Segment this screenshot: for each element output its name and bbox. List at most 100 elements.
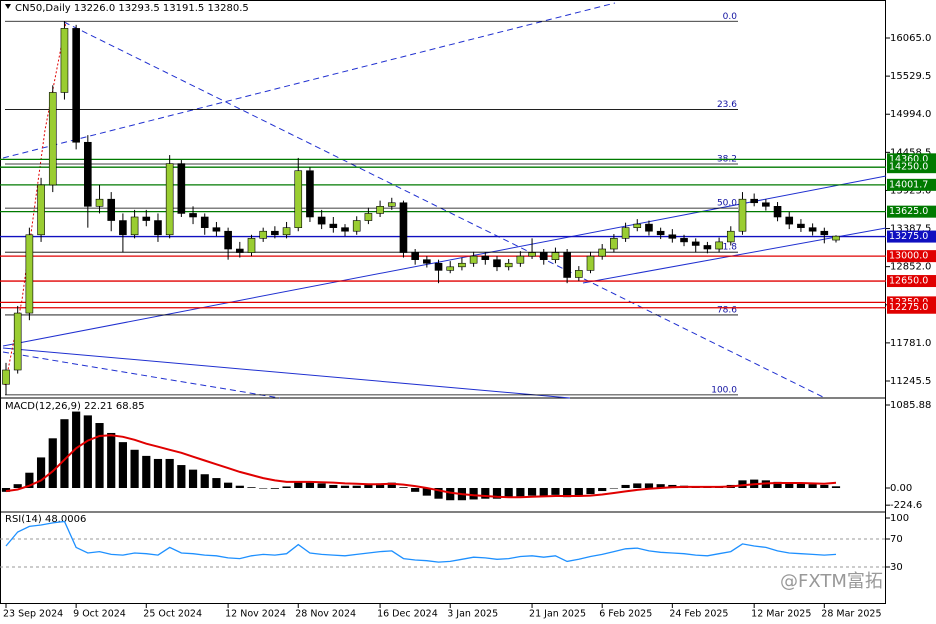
candle-body: [189, 213, 197, 218]
level-label: 14250.0: [889, 162, 928, 173]
macd-bar: [434, 487, 443, 499]
trend-line: [63, 21, 826, 399]
macd-bar: [551, 487, 560, 495]
macd-bar: [516, 487, 525, 497]
candle-body: [773, 206, 782, 218]
macd-bar: [224, 482, 233, 488]
candle-body: [200, 216, 209, 228]
x-tick-label: 21 Jan 2025: [529, 609, 586, 620]
x-tick-label: 3 Jan 2025: [447, 609, 498, 620]
rsi-label: RSI(14) 48.0006: [5, 514, 86, 525]
trend-line: [2, 351, 281, 399]
macd-bar: [13, 484, 22, 488]
candle-body: [154, 220, 162, 236]
candle-body: [633, 223, 642, 228]
y-tick-label: 30: [890, 562, 903, 573]
macd-bar: [259, 487, 268, 489]
macd-bar: [165, 458, 174, 488]
candle-body: [84, 141, 92, 207]
macd-bar: [481, 487, 490, 499]
macd-bar: [633, 483, 642, 488]
x-tick-label: 23 Sep 2024: [3, 609, 63, 620]
macd-bar: [107, 432, 116, 488]
x-tick-label: 12 Mar 2025: [751, 609, 811, 620]
candle-body: [37, 184, 45, 236]
candle-body: [446, 266, 455, 271]
macd-bar: [235, 485, 244, 488]
macd-bar: [574, 487, 583, 497]
candle-body: [177, 163, 186, 214]
candle-body: [329, 223, 338, 228]
collapse-icon: [5, 4, 11, 9]
level-box: [887, 161, 936, 174]
candle-body: [832, 235, 840, 241]
y-tick-label: 1085.88: [890, 400, 931, 411]
macd-bar: [364, 484, 373, 488]
candle-body: [2, 369, 10, 385]
macd-bar: [95, 423, 104, 488]
zigzag-line: [4, 21, 67, 386]
candle-body: [563, 252, 571, 278]
candle-body: [715, 241, 723, 250]
macd-bar: [773, 481, 782, 488]
macd-bar: [586, 487, 595, 495]
macd-bar: [539, 487, 548, 496]
candle-body: [726, 230, 735, 243]
level-label: 12650.0: [889, 276, 928, 287]
candle-body: [165, 163, 174, 236]
macd-bar: [1, 487, 11, 492]
macd-bar: [294, 481, 303, 488]
candle-body: [493, 259, 501, 268]
candle-body: [481, 255, 490, 260]
candle-body: [282, 227, 291, 236]
candle-body: [259, 230, 267, 239]
candle-body: [575, 270, 583, 278]
candle-body: [516, 255, 525, 264]
macd-bar: [130, 449, 139, 488]
fib-label: 61.8: [717, 243, 737, 253]
candle-body: [680, 238, 688, 243]
candle-body: [387, 202, 396, 207]
macd-bar: [598, 487, 607, 492]
x-tick-label: 6 Feb 2025: [599, 609, 652, 620]
y-tick-label: 100: [890, 513, 909, 524]
candle-body: [434, 262, 443, 271]
x-tick-label: 16 Dec 2024: [377, 609, 438, 620]
macd-bar: [492, 487, 502, 499]
candle-body: [738, 198, 747, 232]
y-tick-label: 13387.5: [890, 224, 931, 235]
candle-body: [352, 220, 361, 232]
macd-bar: [177, 465, 186, 488]
macd-bar: [609, 487, 618, 489]
x-tick-label: 9 Oct 2024: [73, 609, 126, 620]
level-label: 13275.0: [889, 231, 928, 242]
candle-body: [235, 248, 244, 253]
level-box: [887, 275, 936, 288]
macd-bar: [25, 472, 34, 488]
candle-body: [469, 255, 478, 264]
macd-bar: [305, 481, 315, 488]
fib-label: 50.0: [717, 199, 737, 209]
candle-body: [586, 255, 595, 271]
macd-bar: [796, 483, 806, 488]
candle-body: [411, 252, 419, 260]
candle-body: [341, 227, 349, 232]
fib-label: 23.6: [717, 100, 737, 110]
candle-body: [72, 28, 80, 143]
macd-bar: [469, 487, 478, 500]
candle-body: [212, 227, 221, 232]
candle-body: [294, 170, 303, 228]
macd-bar: [527, 487, 537, 496]
candle-body: [317, 216, 326, 225]
candle-body: [528, 252, 536, 257]
macd-bar: [422, 487, 431, 496]
candle-body: [703, 245, 712, 250]
fib-label: 100.0: [711, 385, 737, 395]
candle-body: [621, 227, 630, 239]
candle-body: [785, 216, 794, 225]
candle-body: [95, 198, 104, 207]
level-label: 13000.0: [889, 251, 928, 262]
x-tick-label: 24 Feb 2025: [669, 609, 728, 620]
macd-bar: [563, 487, 572, 498]
